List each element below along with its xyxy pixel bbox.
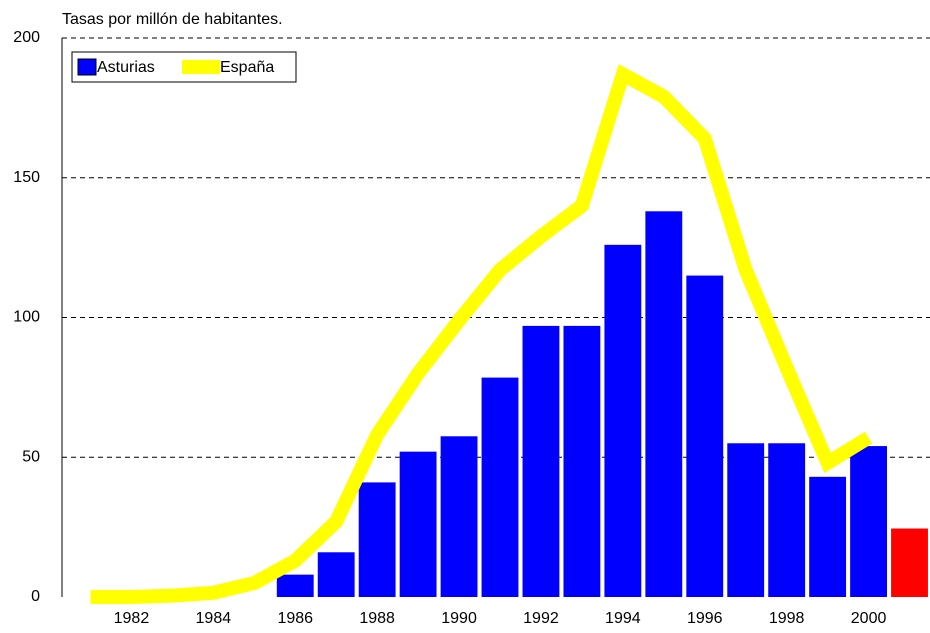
legend-label: Asturias	[97, 59, 155, 76]
y-tick-label: 150	[13, 169, 40, 186]
x-tick-label: 1982	[114, 610, 150, 627]
x-tick-label: 1990	[441, 610, 477, 627]
bar	[522, 325, 560, 597]
legend-swatch	[77, 58, 97, 76]
x-tick-label: 1994	[605, 610, 641, 627]
x-tick-label: 1984	[196, 610, 232, 627]
bar	[563, 325, 601, 597]
y-tick-label: 50	[22, 448, 40, 465]
bar	[317, 552, 355, 597]
x-tick-label: 1986	[277, 610, 313, 627]
y-tick-label: 100	[13, 309, 40, 326]
x-tick-label: 1992	[523, 610, 559, 627]
y-tick-label: 200	[13, 29, 40, 46]
bar	[891, 528, 928, 597]
bar	[686, 275, 724, 597]
bar	[440, 436, 478, 597]
bar	[604, 244, 642, 597]
line	[90, 64, 873, 604]
y-tick-label: 0	[31, 588, 40, 605]
bar	[481, 377, 519, 597]
x-tick-label: 1988	[359, 610, 395, 627]
bar	[809, 476, 847, 597]
legend-box	[71, 51, 297, 83]
bar	[850, 446, 887, 597]
bar	[358, 482, 396, 597]
bar	[645, 211, 683, 598]
x-tick-label: 1996	[687, 610, 723, 627]
legend: Asturias España	[71, 51, 297, 83]
bar	[727, 443, 765, 597]
x-tick-label: 2000	[851, 610, 887, 627]
bar	[399, 451, 437, 597]
legend-label: España	[220, 59, 274, 76]
bar	[768, 443, 806, 597]
chart-title: Tasas por millón de habitantes.	[62, 11, 283, 28]
bar	[276, 574, 314, 597]
x-tick-label: 1998	[769, 610, 805, 627]
